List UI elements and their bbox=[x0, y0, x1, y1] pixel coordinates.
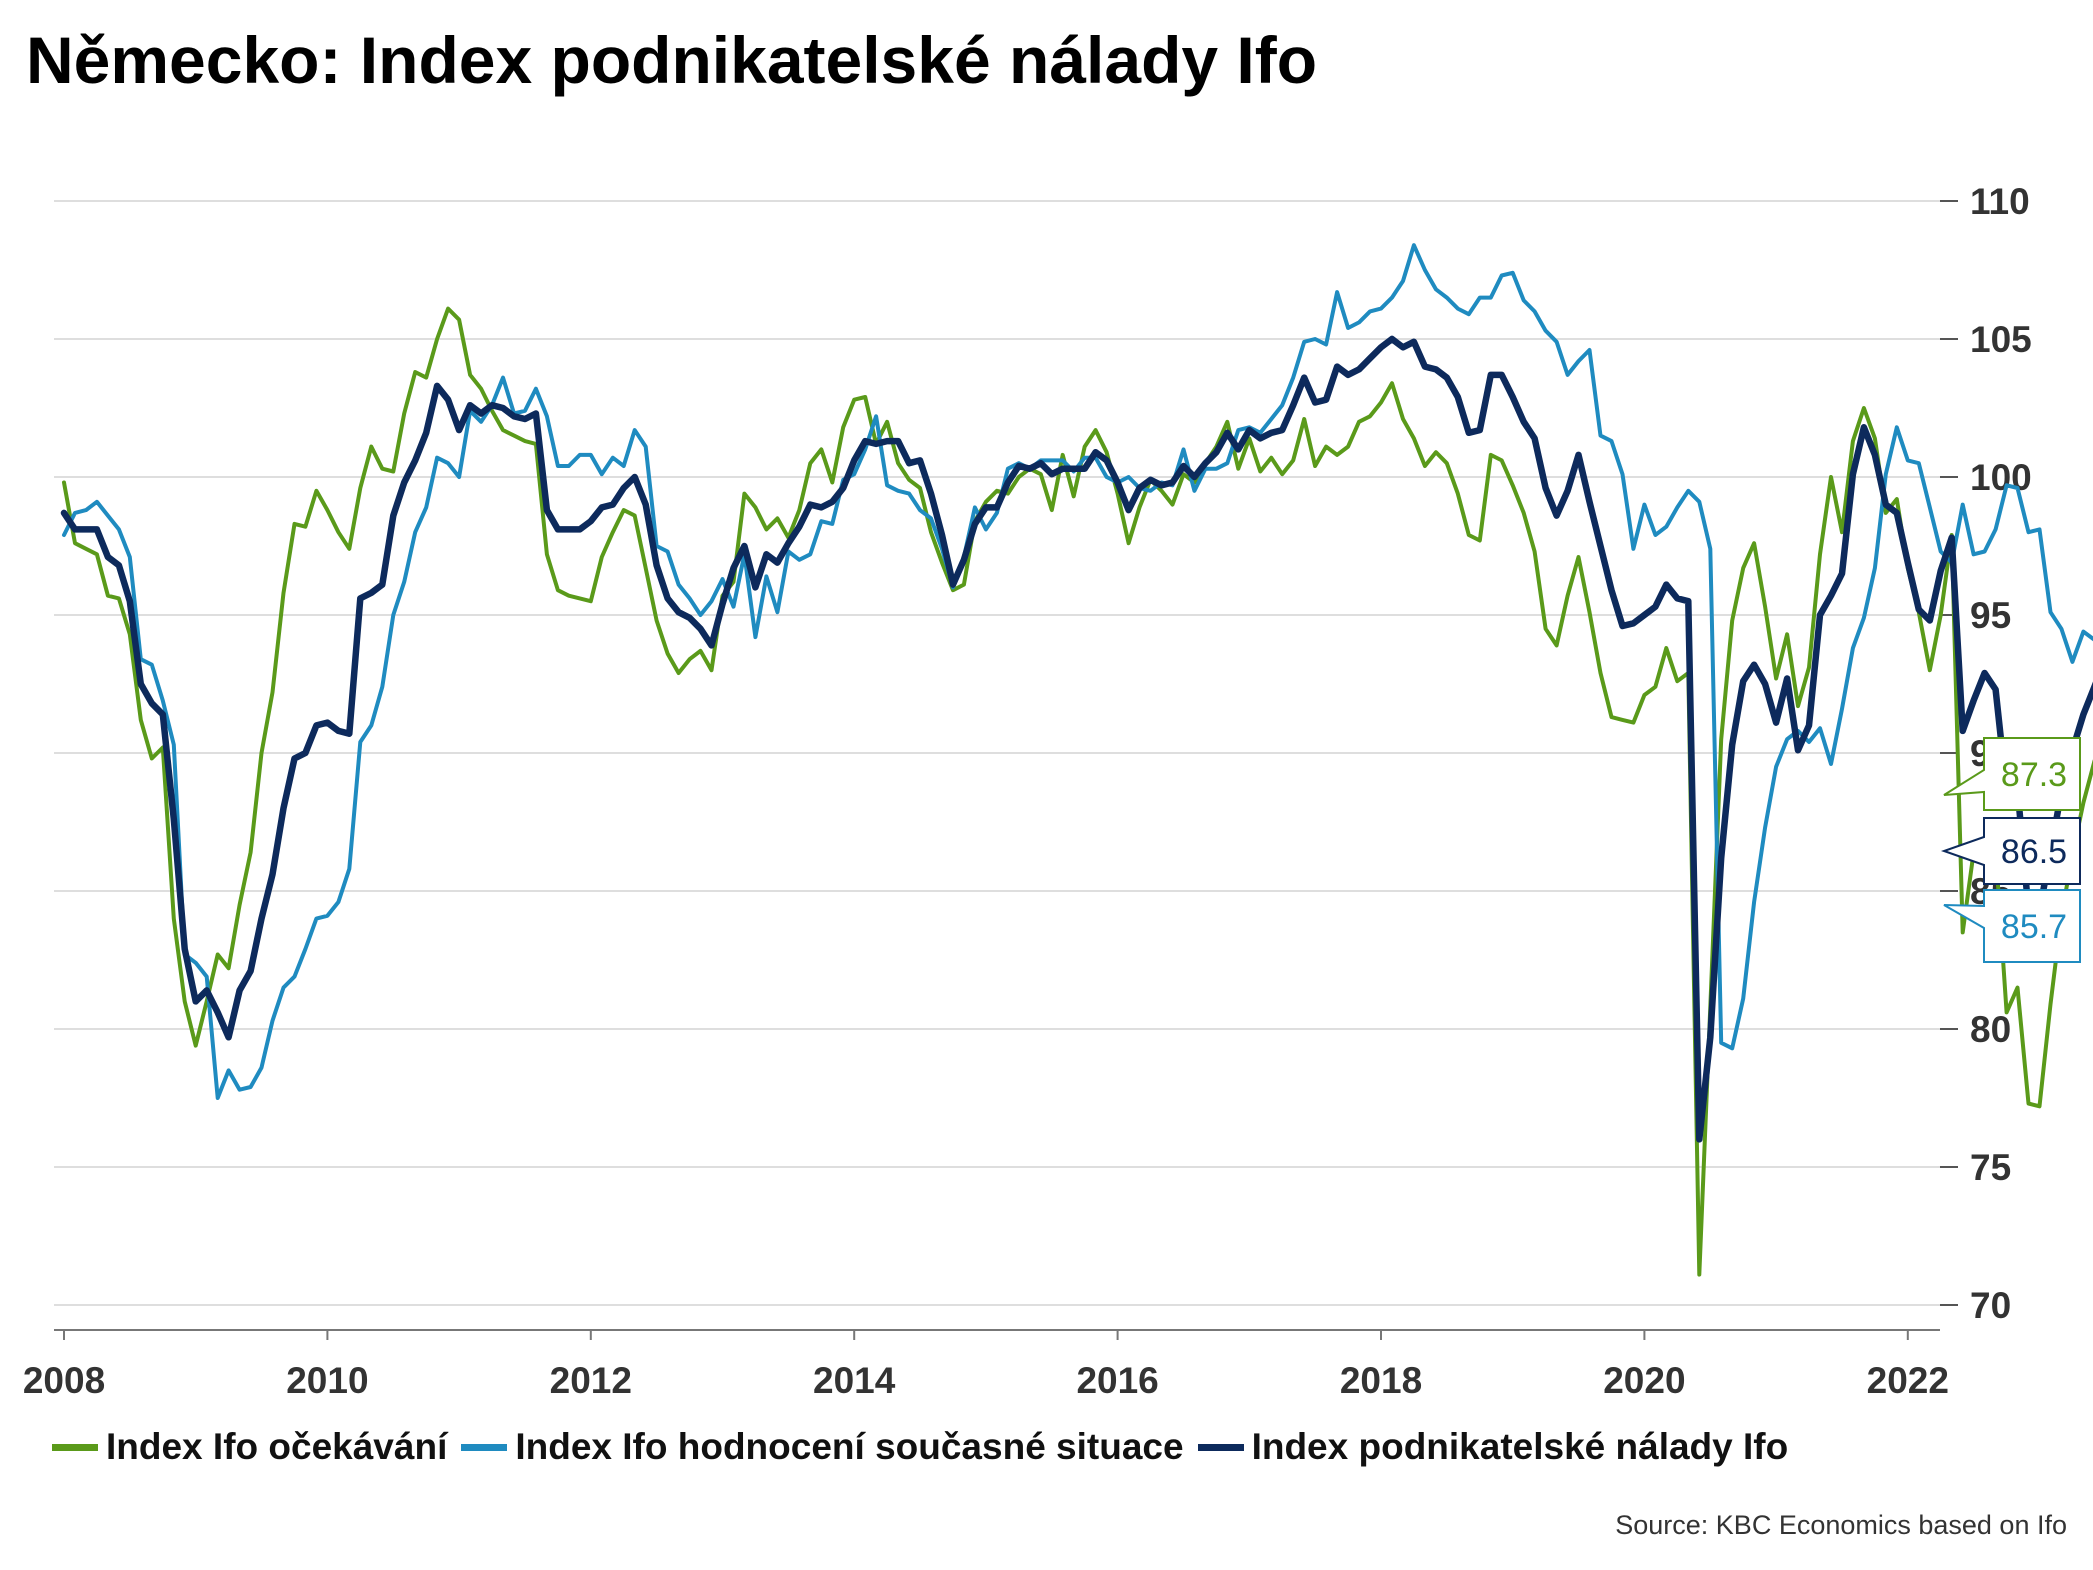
y-tick-label: 75 bbox=[1970, 1147, 2011, 1188]
series-lines bbox=[60, 243, 2093, 1277]
callout-box-2 bbox=[1940, 817, 2081, 885]
chart: 7075808590951001051102008201020122014201… bbox=[23, 181, 2093, 1401]
source-note: Source: KBC Economics based on Ifo bbox=[1615, 1510, 2067, 1540]
callout-box-1 bbox=[1943, 889, 2081, 963]
series-line-0 bbox=[62, 306, 2093, 1277]
callout-label: 87.3 bbox=[2001, 756, 2067, 794]
series-line-1 bbox=[62, 243, 2093, 1100]
axes: 7075808590951001051102008201020122014201… bbox=[23, 181, 2032, 1401]
legend-swatch bbox=[52, 1443, 98, 1451]
grid bbox=[54, 200, 1940, 1306]
y-tick-label: 110 bbox=[1970, 181, 2030, 222]
y-tick-label: 100 bbox=[1970, 457, 2032, 498]
last-value-callouts: 87.3 86.5 85.7 bbox=[1940, 737, 2081, 963]
legend-item-1: Index Ifo hodnocení současné situace bbox=[461, 1426, 1184, 1468]
legend-item-0: Index Ifo očekávání bbox=[52, 1426, 447, 1468]
callout-label: 85.7 bbox=[2001, 908, 2067, 946]
y-tick-label: 80 bbox=[1970, 1009, 2011, 1050]
legend-label: Index Ifo očekávání bbox=[106, 1426, 448, 1467]
x-tick-label: 2018 bbox=[1340, 1360, 1422, 1401]
legend-label: Index Ifo hodnocení současné situace bbox=[515, 1426, 1184, 1467]
legend: Index Ifo očekávání Index Ifo hodnocení s… bbox=[52, 1426, 1802, 1468]
callout-box-0 bbox=[1943, 737, 2081, 811]
callout-label: 86.5 bbox=[2001, 833, 2067, 871]
series-line-2 bbox=[60, 335, 2093, 1143]
x-tick-label: 2010 bbox=[286, 1360, 368, 1401]
legend-swatch bbox=[461, 1443, 508, 1451]
x-tick-label: 2014 bbox=[813, 1360, 896, 1401]
x-tick-label: 2022 bbox=[1867, 1360, 1949, 1401]
x-tick-label: 2012 bbox=[550, 1360, 632, 1401]
legend-item-2: Index podnikatelské nálady Ifo bbox=[1197, 1426, 1789, 1468]
chart-title: Německo: Index podnikatelské nálady Ifo bbox=[26, 23, 1318, 97]
x-tick-label: 2020 bbox=[1603, 1360, 1685, 1401]
x-tick-label: 2016 bbox=[1076, 1360, 1158, 1401]
y-tick-label: 105 bbox=[1970, 319, 2032, 360]
x-tick-label: 2008 bbox=[23, 1360, 105, 1401]
legend-swatch bbox=[1197, 1443, 1244, 1451]
legend-label: Index podnikatelské nálady Ifo bbox=[1251, 1426, 1789, 1467]
y-tick-label: 70 bbox=[1970, 1285, 2011, 1326]
y-tick-label: 95 bbox=[1970, 595, 2011, 636]
